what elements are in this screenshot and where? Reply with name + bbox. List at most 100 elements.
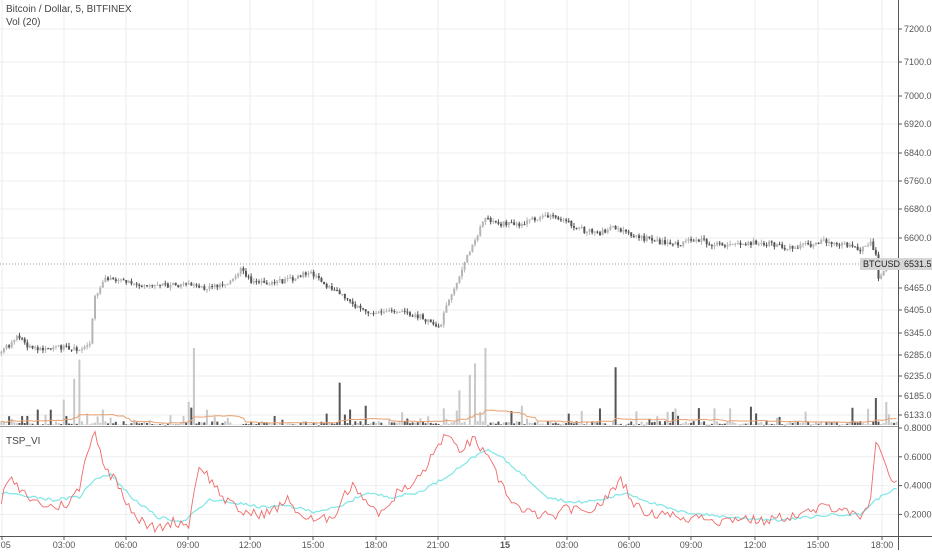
candle-body xyxy=(815,242,818,245)
volume-bar xyxy=(47,424,50,425)
candle-body xyxy=(697,239,700,242)
candle-body xyxy=(536,219,539,221)
volume-bar xyxy=(101,409,104,425)
volume-bar xyxy=(268,422,271,425)
candle-body xyxy=(822,239,825,241)
volume-bar xyxy=(632,424,635,426)
volume-bar xyxy=(809,424,812,426)
candle-body xyxy=(859,250,862,252)
volume-bar xyxy=(559,424,562,426)
volume-bar xyxy=(716,421,719,425)
candle-body xyxy=(684,240,687,242)
volume-bar xyxy=(187,401,190,425)
candle-body xyxy=(15,335,18,340)
candle-body xyxy=(143,285,146,287)
candle-body xyxy=(94,295,97,319)
candle-body xyxy=(244,271,247,277)
volume-bar xyxy=(28,423,31,425)
candle-body xyxy=(343,293,346,299)
candle-body xyxy=(874,249,877,255)
volume-bar xyxy=(687,423,690,425)
volume-bar xyxy=(619,423,622,425)
candle-body xyxy=(664,240,667,244)
volume-bar xyxy=(481,421,484,425)
candle-body xyxy=(307,273,310,275)
volume-bar xyxy=(114,421,117,425)
candle-body xyxy=(624,229,627,232)
volume-bar xyxy=(247,424,250,425)
candle-body xyxy=(510,222,513,224)
candle-body xyxy=(390,310,393,312)
candle-body xyxy=(70,349,73,351)
volume-bar xyxy=(718,423,721,425)
volume-bar xyxy=(578,423,581,425)
candle-body xyxy=(242,268,245,272)
volume-bar xyxy=(674,408,677,425)
candle-body xyxy=(760,243,763,245)
volume-bar xyxy=(299,423,302,425)
candle-body xyxy=(169,285,172,288)
volume-bar xyxy=(156,424,159,425)
volume-bar xyxy=(487,424,490,426)
volume-bar xyxy=(546,421,549,425)
volume-bar xyxy=(341,424,344,425)
volume-bar xyxy=(580,411,583,425)
volume-bar xyxy=(60,423,63,425)
volume-bar xyxy=(822,424,825,426)
volume-bar xyxy=(783,424,786,426)
indicator-tick-label: 0.6000 xyxy=(904,452,932,462)
candle-body xyxy=(317,275,320,278)
volume-bar xyxy=(843,424,846,425)
candle-body xyxy=(328,286,331,288)
volume-bar xyxy=(463,421,466,425)
price-tick-label: 6235.0 xyxy=(904,371,932,381)
candle-body xyxy=(198,285,201,288)
candle-body xyxy=(700,238,703,242)
volume-bar xyxy=(458,390,461,425)
volume-bar xyxy=(533,422,536,425)
candle-body xyxy=(434,324,437,327)
volume-bar xyxy=(255,423,258,425)
candle-body xyxy=(351,301,354,305)
volume-bar xyxy=(726,421,729,425)
volume-bar xyxy=(893,422,896,425)
candle-body xyxy=(757,244,760,246)
volume-bar xyxy=(39,424,42,425)
volume-bar xyxy=(317,424,320,426)
volume-bar xyxy=(830,421,833,425)
volume-bar xyxy=(310,423,313,425)
candle-body xyxy=(794,247,797,249)
candle-body xyxy=(773,242,776,247)
volume-bar xyxy=(643,424,646,426)
time-tick-label: 18:00 xyxy=(365,540,388,550)
volume-bar xyxy=(848,422,851,425)
candle-body xyxy=(320,277,323,282)
volume-bar xyxy=(265,422,268,425)
volume-bar xyxy=(739,424,742,426)
volume-bar xyxy=(151,423,154,425)
volume-bar xyxy=(661,423,664,425)
candle-body xyxy=(112,277,115,280)
candle-body xyxy=(880,275,883,279)
volume-bar xyxy=(52,424,55,425)
volume-bar xyxy=(874,398,877,425)
volume-bar xyxy=(690,422,693,425)
volume-bar xyxy=(606,424,609,426)
volume-bar xyxy=(854,422,857,425)
volume-bar xyxy=(148,420,151,425)
price-tick-label: 6345.0 xyxy=(904,328,932,338)
volume-bar xyxy=(450,422,453,425)
candle-body xyxy=(515,223,518,225)
volume-bar xyxy=(755,413,758,425)
volume-bar xyxy=(31,423,34,425)
price-tick-label: 6840.0 xyxy=(904,148,932,158)
candle-body xyxy=(801,243,804,245)
volume-bar xyxy=(887,414,890,425)
volume-bar xyxy=(127,424,130,425)
candle-body xyxy=(687,239,690,241)
candle-body xyxy=(65,345,68,347)
volume-bar xyxy=(104,421,107,425)
candle-body xyxy=(799,244,802,248)
candle-body xyxy=(567,220,570,222)
